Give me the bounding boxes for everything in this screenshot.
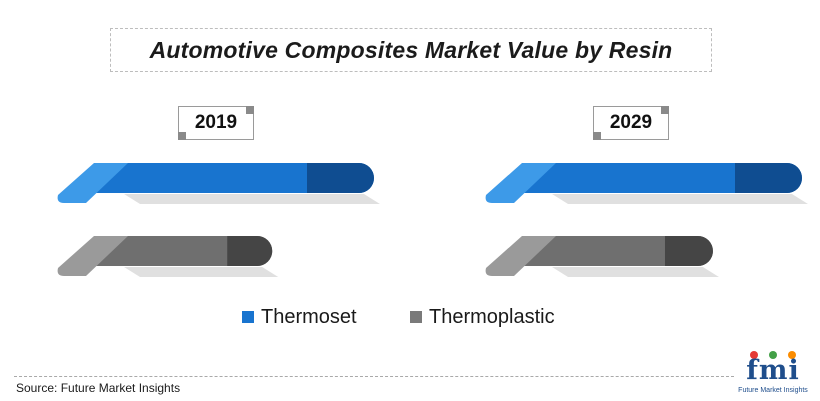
- category-label-2019: 2019: [194, 112, 238, 133]
- logo-dot: [788, 351, 796, 359]
- thermoset-bar-2029: [498, 163, 802, 193]
- chart-title-box: Automotive Composites Market Value by Re…: [110, 28, 712, 72]
- legend-swatch-thermoplastic: [410, 311, 422, 323]
- thermoplastic-bar-2029-head: [485, 236, 556, 276]
- logo-caption: Future Market Insights: [738, 387, 808, 394]
- legend-label-thermoset: Thermoset: [261, 305, 357, 328]
- thermoset-bar-2019-head: [57, 163, 128, 203]
- thermoplastic-bar-2019-head: [57, 236, 128, 276]
- box-corner: [593, 132, 601, 140]
- box-corner: [661, 106, 669, 114]
- box-corner: [178, 132, 186, 140]
- legend: Thermoset Thermoplastic: [0, 304, 820, 330]
- source-divider: [14, 376, 734, 377]
- source-note: Source: Future Market Insights: [16, 381, 181, 395]
- thermoplastic-bar-2019: [70, 236, 273, 266]
- year-label-box-2019: 2019: [178, 106, 254, 140]
- year-label-box-2029: 2029: [593, 106, 669, 140]
- legend-swatch-thermoset: [242, 311, 254, 323]
- thermoset-bar-2029-tail: [735, 163, 802, 193]
- thermoset-bar-2019-tail: [307, 163, 374, 193]
- thermoset-bar-2029-shadow: [552, 194, 808, 204]
- thermoset-bar-2029-head: [485, 163, 556, 203]
- box-corner: [246, 106, 254, 114]
- thermoplastic-bar-2029-tail: [664, 236, 713, 266]
- chart-title: Automotive Composites Market Value by Re…: [149, 36, 673, 63]
- category-label-2029: 2029: [609, 112, 653, 133]
- legend-item-thermoset: Thermoset: [242, 304, 357, 330]
- thermoset-bar-2019: [70, 163, 374, 193]
- logo-dot: [750, 351, 758, 359]
- logo-letters: fmi: [746, 355, 800, 386]
- thermoplastic-bar-2029-shadow: [552, 267, 719, 277]
- logo-dot: [769, 351, 777, 359]
- thermoplastic-bar-2019-shadow: [124, 267, 279, 277]
- legend-item-thermoplastic: Thermoplastic: [410, 304, 555, 330]
- thermoplastic-bar-2029: [498, 236, 713, 266]
- thermoplastic-bar-2019-tail: [227, 236, 273, 266]
- legend-label-thermoplastic: Thermoplastic: [429, 305, 555, 328]
- fmi-logo: fmi Future Market Insights: [732, 351, 814, 397]
- thermoset-bar-2019-shadow: [124, 194, 380, 204]
